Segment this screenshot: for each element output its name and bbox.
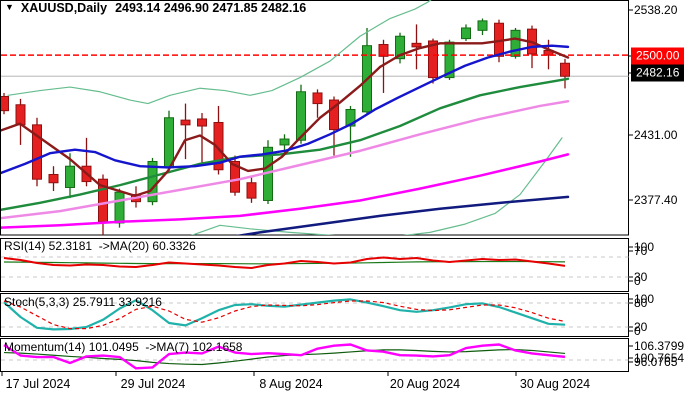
bear-candle: [230, 160, 240, 193]
ma-maroon-line: [1, 37, 570, 197]
ma-navy-line: [235, 195, 570, 235]
bear-candle: [197, 118, 207, 127]
momentum-indicator-label: Momentum(14) 101.0495 ->MA(7) 102.1658: [4, 340, 243, 354]
date-label: 8 Aug 2024: [259, 377, 323, 391]
stoch-panel-border: [0, 293, 629, 337]
bull-candle: [345, 108, 356, 127]
bull-candle: [279, 138, 290, 146]
collapse-triangle-icon[interactable]: ▼: [5, 2, 14, 12]
bear-candle: [560, 62, 570, 77]
bear-candle: [428, 40, 438, 79]
momentum-panel-border: [0, 338, 629, 372]
price-axis-label: 2538.20: [634, 3, 678, 17]
band-upper-line: [7, 0, 432, 105]
rsi-indicator-label: RSI(14) 52.3181 ->MA(20) 60.3326: [4, 239, 196, 253]
bear-candle: [411, 42, 422, 48]
main-panel-border: [0, 0, 629, 236]
bull-candle: [164, 117, 174, 168]
stoch-scale-label: 20: [634, 320, 648, 334]
rsi-panel-border: [0, 238, 629, 292]
stoch-scale-label: 0: [634, 324, 641, 338]
momentum-ma7-line: [3, 348, 566, 366]
rsi-panel: [1, 256, 629, 278]
bear-candle: [32, 124, 42, 180]
main-price-panel: [1, 0, 629, 235]
symbol-timeframe-label: XAUUSD,Daily: [20, 1, 108, 15]
bull-candle: [461, 27, 471, 40]
price-axis-label: 2431.00: [634, 128, 678, 142]
momentum-panel: [1, 343, 629, 370]
chart-title: ▼ XAUUSD,Daily 2493.14 2496.90 2471.85 248…: [5, 1, 306, 15]
bear-candle: [378, 44, 389, 57]
bull-candle: [114, 191, 125, 224]
price-marker-red: 2500.00: [631, 47, 685, 65]
bear-candle: [246, 182, 257, 199]
ohlc-values-label: 2493.14 2496.90 2471.85 2482.16: [115, 1, 307, 15]
bear-candle: [329, 99, 339, 131]
rsi-scale-label: 70: [634, 244, 648, 258]
bear-candle: [1, 95, 9, 112]
date-label: 20 Aug 2024: [389, 377, 461, 391]
band-lower-line: [190, 137, 563, 235]
stoch-scale-label: 100: [634, 292, 655, 306]
bull-candle: [510, 29, 521, 57]
bull-candle: [395, 35, 405, 60]
ma-violet-line: [1, 99, 570, 220]
momentum-scale-label: 96.0765: [634, 355, 678, 369]
rsi-scale-label: 100: [634, 240, 655, 254]
bear-candle: [213, 121, 224, 171]
bear-candle: [48, 173, 59, 184]
stoch-indicator-label: Stoch(5,3,3) 25.7911 33.9216: [4, 295, 162, 309]
stoch-panel: [1, 298, 629, 331]
price-marker-black: 2482.16: [631, 64, 685, 82]
stoch-scale-label: 80: [634, 296, 648, 310]
bull-candle: [296, 91, 306, 141]
bear-candle: [312, 92, 323, 105]
date-label: 30 Aug 2024: [519, 377, 591, 391]
ma-blue-line: [1, 44, 570, 175]
ma-magenta-line: [1, 153, 570, 229]
stoch-k-line: [3, 298, 566, 331]
bull-candle: [65, 165, 75, 188]
date-label: 17 Jul 2024: [5, 377, 71, 391]
bull-candle: [477, 20, 488, 31]
bear-candle: [15, 104, 26, 126]
momentum-line: [3, 343, 566, 370]
rsi-line: [3, 256, 566, 269]
price-axis-label: 2377.40: [634, 193, 678, 207]
ma-green-line: [1, 77, 570, 211]
rsi-scale-label: 0: [634, 274, 641, 288]
momentum-scale-label: 106.3799: [634, 339, 685, 353]
stoch-d-line: [3, 300, 566, 330]
momentum-scale-label: 100.7654: [634, 351, 685, 365]
bear-candle: [180, 119, 191, 126]
rsi-scale-label: 30: [634, 270, 648, 284]
date-label: 29 Jul 2024: [120, 377, 186, 391]
